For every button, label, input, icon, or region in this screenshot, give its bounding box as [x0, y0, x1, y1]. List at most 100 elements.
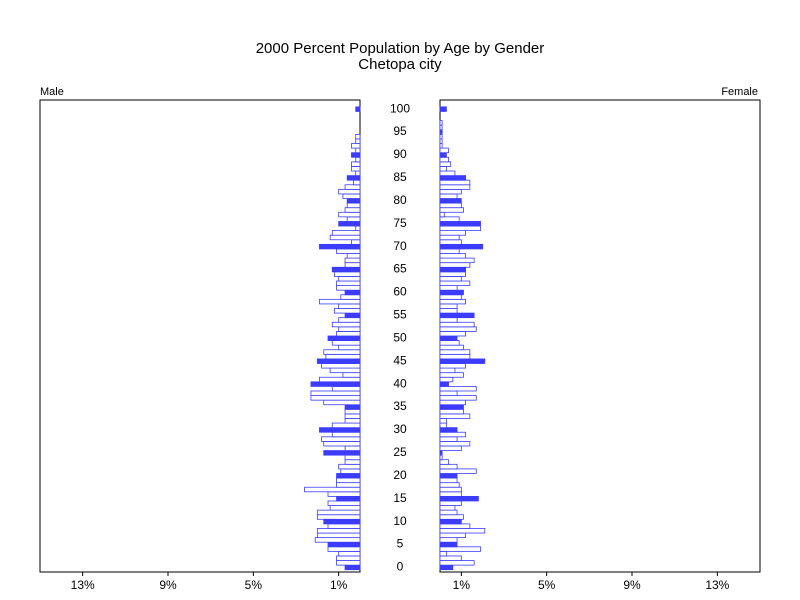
bar	[439, 528, 486, 534]
bar	[316, 532, 361, 539]
bar	[338, 326, 361, 332]
bar	[316, 514, 361, 520]
bar	[439, 537, 458, 543]
bar	[439, 340, 460, 346]
bar	[346, 253, 361, 259]
age-label: 15	[393, 491, 407, 505]
bar	[355, 156, 361, 163]
x-tick-label: 1%	[453, 578, 471, 592]
bar	[439, 193, 458, 199]
bar	[439, 482, 460, 488]
bar	[439, 133, 443, 140]
bar	[336, 473, 361, 479]
bar	[439, 555, 462, 561]
bar	[439, 550, 447, 557]
bar	[344, 445, 361, 451]
bar	[439, 518, 462, 525]
bar	[338, 188, 361, 195]
bar	[439, 358, 486, 364]
bar	[439, 239, 462, 245]
bar	[439, 147, 449, 154]
bar	[319, 243, 361, 250]
bar	[439, 179, 471, 186]
bar	[439, 298, 467, 305]
x-tick-label: 13%	[705, 578, 729, 592]
bar	[439, 280, 471, 286]
bar	[439, 216, 460, 222]
bar	[344, 454, 361, 461]
bar	[319, 427, 361, 433]
bar	[439, 138, 443, 144]
age-label: 45	[393, 353, 407, 367]
bar	[439, 541, 458, 548]
bar	[439, 413, 471, 419]
bar	[355, 147, 361, 154]
bar	[344, 262, 361, 268]
bar	[325, 353, 361, 360]
x-tick-label: 13%	[71, 578, 95, 592]
bar	[336, 482, 361, 488]
bar	[439, 532, 467, 539]
bar	[344, 404, 361, 410]
bar	[439, 170, 456, 177]
bar	[439, 436, 458, 442]
age-label: 0	[397, 560, 404, 574]
bar	[439, 353, 471, 360]
age-label: 75	[393, 216, 407, 230]
age-label: 35	[393, 399, 407, 413]
bar	[333, 271, 361, 277]
bar	[439, 427, 458, 433]
bar	[439, 188, 462, 195]
bar	[439, 473, 458, 479]
bar	[439, 486, 462, 493]
bar	[336, 248, 361, 254]
bar	[439, 376, 454, 383]
bar	[439, 404, 464, 410]
bar	[304, 486, 361, 493]
bar	[353, 179, 361, 186]
bar	[439, 560, 475, 566]
age-label: 95	[393, 124, 407, 138]
male-panel	[39, 99, 361, 573]
bar	[439, 509, 458, 516]
bar	[439, 450, 443, 456]
bar	[316, 358, 361, 364]
bar	[323, 399, 361, 406]
bar	[439, 514, 464, 520]
bar	[327, 500, 361, 506]
bar	[439, 211, 445, 218]
bar	[439, 564, 454, 571]
bar	[355, 106, 361, 112]
bar	[439, 546, 481, 552]
bar	[439, 294, 462, 300]
x-tick-label: 5%	[538, 578, 556, 592]
bar	[439, 381, 449, 387]
age-label: 60	[393, 285, 407, 299]
bar	[344, 418, 361, 424]
bar	[327, 546, 361, 552]
bar	[344, 413, 361, 419]
bar	[346, 202, 361, 209]
bar	[439, 257, 475, 264]
bar	[342, 372, 361, 378]
bar	[321, 363, 361, 369]
bar	[346, 198, 361, 204]
bar	[355, 170, 361, 177]
female-panel	[439, 99, 761, 573]
bar	[439, 225, 481, 232]
bar	[439, 491, 462, 497]
bar	[344, 312, 361, 319]
bar	[327, 541, 361, 548]
bar	[321, 436, 361, 442]
bar	[351, 161, 361, 167]
x-tick-label: 9%	[623, 578, 641, 592]
bar	[439, 266, 467, 273]
bar	[439, 422, 447, 429]
bar	[439, 262, 471, 268]
bar	[344, 207, 361, 213]
age-label: 10	[393, 514, 407, 528]
bar	[351, 152, 361, 158]
bar	[338, 303, 361, 309]
bar	[439, 386, 477, 392]
bar	[355, 133, 361, 140]
